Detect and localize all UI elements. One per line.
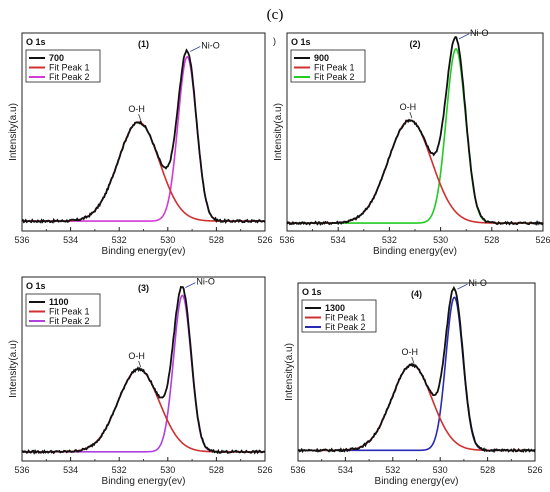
annotation-oh-arrow (411, 356, 415, 364)
legend-entry: 700 (49, 53, 64, 63)
xps-panel-4: 536 534 532 530 528 526 Binding energy(ev) Inte… (284, 278, 543, 487)
panel-label: (2) (410, 39, 421, 49)
annotation-nio-arrow (458, 33, 470, 40)
corner-label: O 1s (291, 37, 311, 47)
xps-panel-2: 536 534 532 530 528 526 Binding energy(ev) Inte… (273, 28, 550, 257)
legend-entry: Fit Peak 2 (314, 72, 355, 82)
annotation-nio-arrow (457, 283, 468, 290)
legend-entry: Fit Peak 2 (49, 72, 90, 82)
x-axis-label: Binding energy(ev) (375, 476, 459, 487)
fit-peak-1-curve (287, 119, 543, 224)
corner-label: O 1s (26, 37, 46, 47)
annotation-oh: O-H (400, 102, 417, 112)
measured-curve (297, 285, 536, 454)
legend-entry: Fit Peak 2 (325, 322, 366, 332)
x-tick-label: 536 (290, 465, 305, 475)
annotation-oh: O-H (128, 351, 145, 361)
annotation-nio: Ni-O (470, 28, 489, 38)
legend-entry: 1100 (49, 297, 69, 307)
annotation-nio-arrow (190, 46, 201, 52)
y-axis-label: Intensity(a.u) (8, 340, 19, 398)
panel-label: (4) (411, 289, 422, 299)
panel-label: (3) (138, 283, 149, 293)
annotation-nio: Ni-O (196, 277, 215, 287)
measured-curve (286, 35, 544, 226)
y-axis-label: Intensity(a.u) (273, 103, 284, 161)
annotation-oh-arrow (138, 360, 142, 368)
y-axis-label: Intensity(a.u) (8, 103, 19, 161)
x-tick-label: 532 (385, 465, 400, 475)
measured-curve (21, 48, 266, 224)
annotation-oh: O-H (402, 347, 419, 357)
legend-entry: Fit Peak 1 (49, 307, 90, 317)
x-tick-label: 528 (480, 465, 495, 475)
figure-label: (c) (267, 7, 284, 23)
stray-mark: ) (273, 36, 276, 46)
x-axis-label: Binding energy(ev) (102, 476, 186, 487)
legend-box (301, 299, 377, 333)
x-tick-label: 528 (484, 235, 499, 245)
x-axis-label: Binding energy(ev) (373, 246, 457, 257)
x-tick-label: 534 (63, 235, 78, 245)
x-tick-label: 532 (112, 235, 127, 245)
legend-entry: 900 (314, 53, 329, 63)
x-tick-label: 534 (63, 465, 78, 475)
x-tick-label: 526 (527, 465, 542, 475)
x-tick-label: 530 (433, 465, 448, 475)
x-tick-label: 534 (338, 465, 353, 475)
corner-label: O 1s (26, 281, 46, 291)
x-tick-label: 526 (257, 235, 272, 245)
x-tick-label: 530 (160, 465, 175, 475)
x-axis-label: Binding energy(ev) (102, 246, 186, 257)
x-tick-label: 536 (14, 235, 29, 245)
legend-entry: Fit Peak 2 (49, 316, 90, 326)
x-tick-label: 536 (279, 235, 294, 245)
fit-peak-1-curve (22, 368, 265, 453)
legend-entry: Fit Peak 1 (314, 63, 355, 73)
xps-panel-1: 536 534 532 530 528 526 Binding energy(ev) Inte… (8, 32, 273, 257)
measured-curve (21, 285, 266, 455)
panel-label: (1) (138, 39, 149, 49)
legend-entry: Fit Peak 1 (325, 313, 366, 323)
annotation-nio-arrow (185, 282, 196, 288)
x-tick-label: 532 (112, 465, 127, 475)
fit-peak-1-curve (22, 121, 265, 222)
x-tick-label: 534 (331, 235, 346, 245)
y-axis-label: Intensity(a.u) (284, 343, 295, 401)
x-tick-label: 530 (433, 235, 448, 245)
annotation-nio: Ni-O (201, 41, 220, 51)
xps-panel-3: 536 534 532 530 528 526 Binding energy(ev) Inte… (8, 276, 273, 487)
annotation-oh: O-H (128, 104, 145, 114)
x-tick-label: 528 (209, 235, 224, 245)
annotation-nio: Ni-O (468, 278, 487, 288)
x-tick-label: 532 (382, 235, 397, 245)
annotation-oh-arrow (409, 111, 413, 119)
x-tick-label: 530 (160, 235, 175, 245)
legend-entry: Fit Peak 1 (49, 63, 90, 73)
x-tick-label: 536 (14, 465, 29, 475)
annotation-oh-arrow (138, 113, 142, 121)
corner-label: O 1s (302, 287, 322, 297)
legend-entry: 1300 (325, 303, 345, 313)
fit-peak-1-curve (298, 364, 535, 452)
x-tick-label: 526 (535, 235, 550, 245)
x-tick-label: 528 (209, 465, 224, 475)
x-tick-label: 526 (257, 465, 272, 475)
